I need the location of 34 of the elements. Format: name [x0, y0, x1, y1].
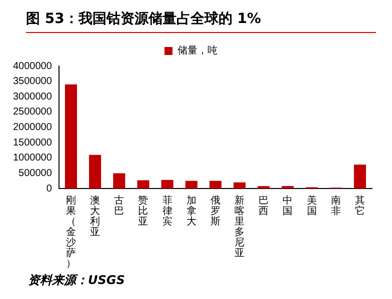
x-tick-label: 美国 [306, 194, 317, 217]
x-tick-label: 澳大利亚 [90, 194, 100, 238]
bar [137, 180, 150, 188]
bar [113, 173, 126, 188]
x-tick-label: 俄罗斯 [210, 194, 220, 228]
x-tick-label: 菲律宾 [162, 194, 172, 228]
y-tick-label: 1000000 [12, 152, 52, 164]
x-tick-label: 其它 [354, 194, 365, 217]
chart-title: 图 53：我国钴资源储量占全球的 1% [26, 10, 376, 33]
x-tick-label: 新喀里多尼亚 [234, 194, 245, 259]
bar [89, 154, 102, 188]
text: 资料来源：USGS [28, 272, 125, 289]
legend-label: 储量，吨 [178, 44, 218, 57]
y-tick-label: 1500000 [12, 137, 52, 148]
y-tick-label: 2000000 [12, 122, 52, 133]
bar [209, 180, 222, 188]
y-tick-label: 3000000 [12, 91, 52, 102]
x-tick-label: 加拿大 [186, 194, 196, 228]
y-tick-label: 4000000 [12, 60, 52, 72]
y-tick-label: 0 [46, 183, 52, 194]
bar [185, 180, 198, 188]
x-tick-label: 中国 [282, 194, 293, 217]
y-tick-label: 2500000 [12, 106, 52, 118]
x-tick-label: 刚果（金沙萨） [66, 195, 76, 270]
bar [64, 84, 77, 188]
x-tick-label: 赞比亚 [138, 194, 148, 228]
y-tick-label: 3500000 [12, 76, 52, 88]
x-tick-label: 巴西 [258, 195, 269, 217]
x-tick-label: 南非 [330, 194, 341, 217]
bar [234, 182, 246, 188]
x-tick-label: 古巴 [114, 194, 124, 217]
bar [354, 164, 366, 188]
y-tick-label: 500000 [18, 168, 52, 179]
bar [161, 180, 174, 188]
